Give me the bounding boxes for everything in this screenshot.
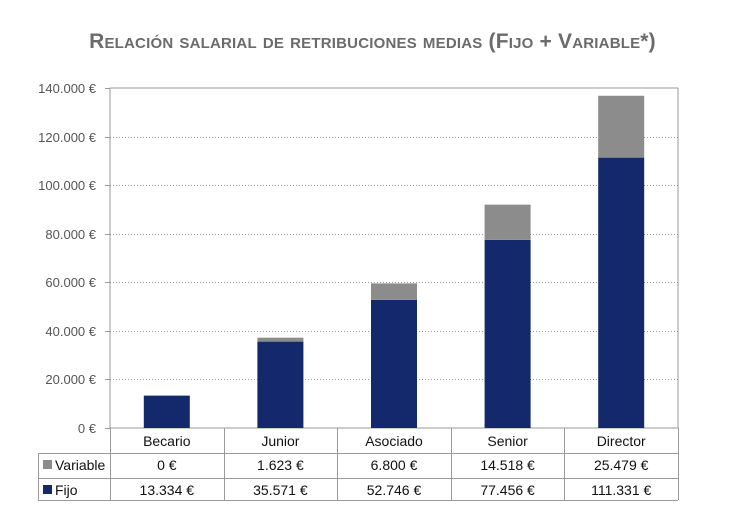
legend-label-fijo: Fijo xyxy=(55,482,78,498)
category-label: Asociado xyxy=(365,433,423,449)
data-label-variable: 1.623 € xyxy=(257,457,304,473)
bar-variable-asociado xyxy=(371,283,417,300)
category-label: Director xyxy=(597,433,646,449)
data-label-fijo: 77.456 € xyxy=(480,482,535,498)
y-axis-tick-labels: 0 € 20.000 € 40.000 € 60.000 € 80.000 € 100.0… xyxy=(38,81,97,436)
y-tick-label: 80.000 € xyxy=(45,227,96,242)
legend-swatch-variable xyxy=(43,460,52,469)
bar-fijo-junior xyxy=(257,341,304,428)
y-tick-label: 100.000 € xyxy=(38,178,97,193)
gridlines xyxy=(105,88,678,429)
data-table: Becario Junior Asociado Senior Director Varia… xyxy=(38,428,679,501)
data-label-variable: 25.479 € xyxy=(594,457,649,473)
y-tick-label: 120.000 € xyxy=(38,130,97,145)
bar-variable-senior xyxy=(484,204,531,240)
data-label-fijo: 35.571 € xyxy=(253,482,308,498)
bar-fijo-director xyxy=(598,157,645,429)
y-tick-label: 20.000 € xyxy=(45,372,96,387)
data-label-variable: 6.800 € xyxy=(371,457,418,473)
y-tick-label: 60.000 € xyxy=(45,275,96,290)
data-label-fijo: 13.334 € xyxy=(140,482,195,498)
category-label: Junior xyxy=(261,433,299,449)
bar-fijo-asociado xyxy=(371,299,417,428)
legend-swatch-fijo xyxy=(43,485,52,494)
data-label-variable: 0 € xyxy=(157,457,177,473)
bar-fijo-becario xyxy=(143,395,190,428)
y-tick-label: 0 € xyxy=(78,421,97,436)
y-tick-label: 140.000 € xyxy=(38,81,97,96)
bar-fijo-senior xyxy=(484,239,531,428)
data-label-fijo: 111.331 € xyxy=(591,482,651,498)
bars xyxy=(143,95,645,429)
legend-label-variable: Variable xyxy=(55,457,106,473)
data-label-fijo: 52.746 € xyxy=(367,482,422,498)
data-label-variable: 14.518 € xyxy=(480,457,535,473)
chart-title: Relación salarial de retribuciones media… xyxy=(89,30,656,53)
y-tick-label: 40.000 € xyxy=(45,324,96,339)
bar-variable-junior xyxy=(257,337,304,342)
category-label: Becario xyxy=(143,433,191,449)
category-label: Senior xyxy=(487,433,528,449)
bar-variable-director xyxy=(598,95,645,158)
